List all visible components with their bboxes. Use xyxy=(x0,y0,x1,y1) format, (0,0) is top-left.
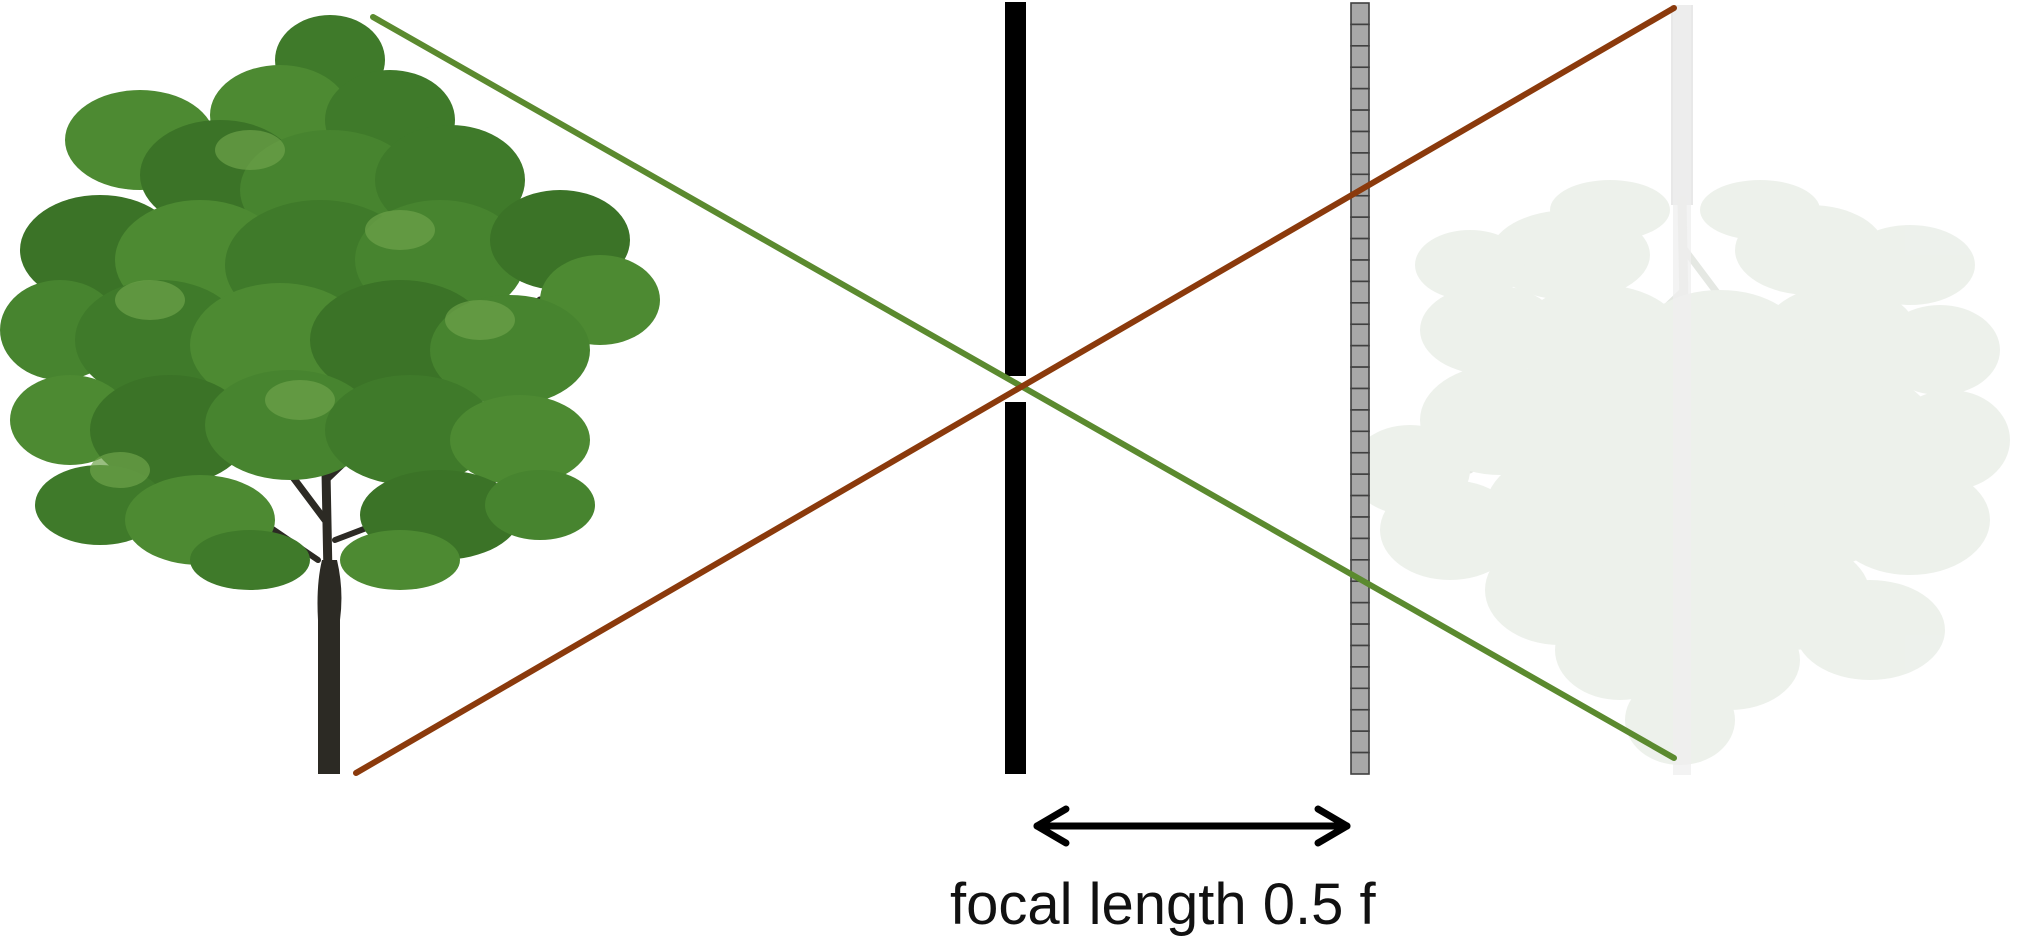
focal-length-caption: focal length 0.5 f xyxy=(950,872,1376,937)
sensor-pixel xyxy=(1350,473,1370,497)
sensor-pixel xyxy=(1350,109,1370,133)
sensor-pixel xyxy=(1350,751,1370,775)
sensor-pixel xyxy=(1350,280,1370,304)
sensor-pixel xyxy=(1350,45,1370,69)
tree-foliage xyxy=(0,15,660,590)
pixel-sensor xyxy=(1350,2,1370,775)
sensor-pixel xyxy=(1350,237,1370,261)
sensor-pixel xyxy=(1350,387,1370,411)
tree-icon xyxy=(0,15,660,774)
sensor-pixel xyxy=(1350,623,1370,647)
sensor-pixel xyxy=(1350,259,1370,283)
sensor-pixel xyxy=(1350,194,1370,218)
sensor-pixel xyxy=(1350,537,1370,561)
sensor-pixel xyxy=(1350,130,1370,154)
sensor-pixel xyxy=(1350,2,1370,26)
sensor-pixel xyxy=(1350,494,1370,518)
sensor-pixel xyxy=(1350,152,1370,176)
sensor-pixel xyxy=(1350,516,1370,540)
sensor-pixel xyxy=(1350,323,1370,347)
sensor-pixel xyxy=(1350,708,1370,732)
sensor-pixel xyxy=(1350,687,1370,711)
sensor-pixel xyxy=(1350,87,1370,111)
sensor-pixel xyxy=(1350,601,1370,625)
ray-bottom-of-object xyxy=(353,5,1677,776)
sensor-pixel xyxy=(1350,23,1370,47)
sensor-pixel xyxy=(1350,302,1370,326)
pinhole-barrier xyxy=(1005,2,1026,774)
sensor-pixel xyxy=(1350,216,1370,240)
aperture-upper-plate xyxy=(1005,2,1026,376)
inverted-tree-trunk xyxy=(1671,5,1693,205)
sensor-pixel xyxy=(1350,366,1370,390)
sensor-pixel xyxy=(1350,666,1370,690)
sensor-pixel xyxy=(1350,644,1370,668)
aperture-lower-plate xyxy=(1005,402,1026,774)
sensor-pixel xyxy=(1350,451,1370,475)
sensor-pixel xyxy=(1350,344,1370,368)
double-headed-arrow xyxy=(1033,805,1351,847)
sensor-pixel xyxy=(1350,66,1370,90)
sensor-pixel xyxy=(1350,409,1370,433)
sensor-pixel xyxy=(1350,730,1370,754)
inverted-tree-icon xyxy=(1350,5,2010,775)
sensor-pixel xyxy=(1350,430,1370,454)
